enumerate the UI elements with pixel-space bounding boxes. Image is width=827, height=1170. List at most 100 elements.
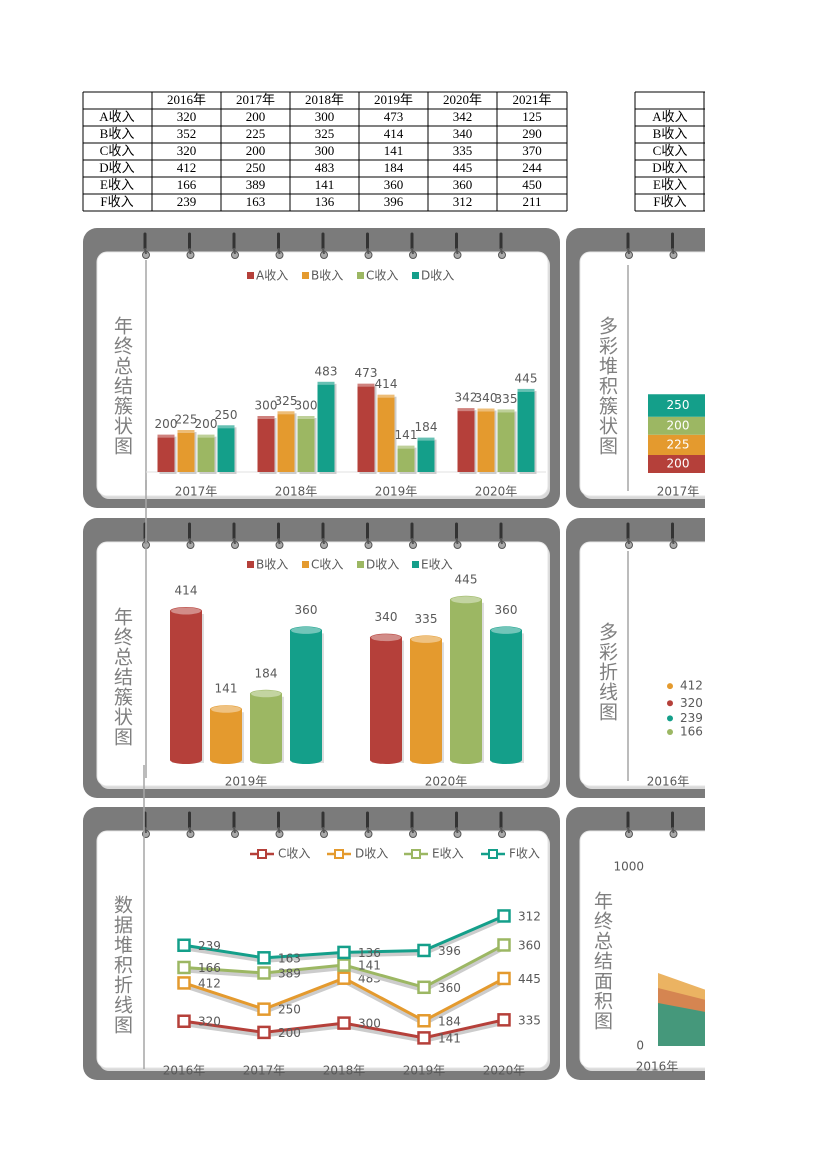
ring [455, 826, 459, 834]
ring [806, 248, 807, 254]
ring-hole [715, 831, 722, 838]
cylinder [290, 630, 322, 760]
table-cell: 211 [522, 194, 541, 209]
bar-highlight [197, 434, 215, 438]
chart-title: 数据堆积折线图 [111, 895, 133, 1035]
row-label: A收入 [652, 109, 687, 124]
cylinder-top [170, 606, 202, 615]
legend-swatch [334, 849, 344, 859]
table-header: 2016年 [167, 92, 206, 107]
x-tick-label: 2016年 [163, 1064, 206, 1078]
data-label: 342 [455, 391, 478, 405]
data-label: 166 [198, 961, 221, 975]
area-fill [658, 1003, 705, 1046]
line-marker [497, 938, 511, 952]
data-label: 300 [358, 1017, 381, 1031]
ring [455, 537, 459, 545]
cylinder [490, 630, 522, 760]
bar [177, 430, 195, 472]
bar [257, 416, 275, 472]
row-label: B收入 [653, 126, 688, 141]
line-point [667, 700, 673, 707]
table-header: 2017年 [236, 92, 275, 107]
data-label: 414 [375, 377, 398, 391]
legend-label: B收入 [311, 269, 343, 283]
left-charts: 年终总结簇状图 200 300 473 342 225 325 414 340 200 300 141… [83, 228, 560, 1080]
y-tick-label: 0 [636, 1039, 644, 1053]
data-label: 136 [358, 946, 381, 960]
bar [357, 383, 375, 472]
legend-label: B收入 [256, 558, 288, 572]
ring [671, 537, 675, 545]
ring [188, 247, 192, 255]
row-label: C收入 [100, 143, 135, 158]
notebook-page [96, 830, 549, 1069]
table-cell: 483 [315, 160, 335, 175]
ring [627, 247, 630, 255]
ring [411, 247, 414, 255]
table-cell: 200 [246, 109, 266, 124]
x-tick-label: 2018年 [275, 485, 318, 499]
data-label: 483 [315, 364, 338, 378]
table-cell: 396 [384, 194, 404, 209]
bar-segment [648, 434, 705, 455]
line-marker [257, 1025, 271, 1040]
line-marker [417, 1031, 431, 1045]
table-cell: 370 [522, 143, 542, 158]
y-tick-label: 1000 [613, 860, 644, 874]
line-marker [257, 951, 271, 965]
ring [806, 538, 807, 544]
cylinder-top [210, 705, 242, 714]
ring-hole [759, 252, 766, 259]
legend-swatch [488, 849, 498, 859]
chart-title: 年终总结簇状图 [111, 607, 133, 747]
data-label: 445 [515, 371, 538, 385]
table-cell: 412 [177, 160, 197, 175]
legend-label: F收入 [509, 847, 540, 861]
table-cell: 141 [315, 177, 335, 192]
data-label: 200 [667, 418, 690, 432]
ring [455, 247, 459, 255]
data-label: 445 [518, 972, 541, 986]
ring [277, 826, 281, 834]
data-label: 335 [518, 1013, 541, 1027]
ring [188, 826, 192, 834]
ring [627, 826, 630, 834]
table-cell: 312 [453, 194, 473, 209]
bar [417, 437, 435, 472]
bar [277, 411, 295, 472]
data-label: 320 [198, 1015, 221, 1029]
cylinder [370, 637, 402, 760]
ring [322, 247, 325, 255]
bar [377, 394, 395, 472]
x-tick-label: 2016年 [636, 1060, 679, 1074]
table-cell: 360 [453, 177, 473, 192]
ring-hole [715, 542, 722, 549]
ring [233, 537, 236, 545]
ring [144, 247, 147, 255]
bar-segment [648, 394, 705, 417]
chart-title: 年终总结面积图 [591, 891, 613, 1031]
ring-hole [759, 542, 766, 549]
legend-label: D收入 [421, 269, 454, 283]
line-marker [177, 938, 191, 953]
ring [717, 827, 718, 833]
bar-highlight [477, 408, 495, 412]
bar-highlight [457, 408, 475, 412]
line-marker [497, 1013, 511, 1027]
x-tick-label: 2020年 [425, 775, 468, 789]
ring-hole [759, 831, 766, 838]
data-label: 250 [278, 1003, 301, 1017]
legend-label: D收入 [355, 847, 388, 861]
ring [322, 826, 325, 834]
table-cell: 389 [246, 177, 266, 192]
ring [144, 826, 147, 834]
bar [477, 408, 495, 472]
table-cell: 163 [246, 194, 266, 209]
legend-label: C收入 [311, 558, 343, 572]
legend-label: E收入 [432, 847, 464, 861]
table-cell: 320 [177, 143, 197, 158]
table-cell: 340 [453, 126, 473, 141]
ring [366, 247, 370, 255]
